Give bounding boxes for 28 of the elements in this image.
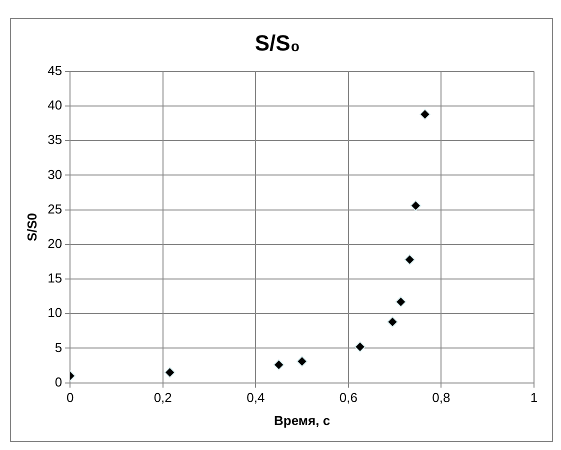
y-tick-label: 0	[54, 374, 62, 390]
y-tick-label: 10	[48, 305, 62, 320]
chart-title: S/S₀	[254, 30, 300, 56]
y-tick-label: 30	[48, 166, 62, 182]
y-tick-label: 40	[48, 98, 62, 113]
point	[410, 200, 422, 212]
point	[273, 359, 284, 370]
point	[404, 254, 416, 266]
x-tick-label: 0,2	[154, 390, 172, 406]
point	[164, 366, 176, 378]
y-axis-title: S/S0	[24, 213, 40, 242]
x-tick-label: 0	[66, 390, 74, 406]
point	[387, 316, 398, 328]
y-tick-label: 25	[48, 201, 62, 216]
y-tick-label: 45	[48, 62, 62, 78]
y-tick-label: 5	[54, 340, 62, 355]
y-tick-label: 20	[48, 236, 62, 251]
y-tick-label: 15	[48, 270, 62, 286]
point	[419, 108, 430, 120]
x-tick-label: 0,6	[339, 390, 358, 406]
point	[354, 341, 366, 352]
x-tick-label: 0,8	[432, 390, 450, 406]
x-tick-label: 0,4	[246, 390, 265, 406]
point	[296, 356, 308, 367]
y-tick-label: 35	[48, 132, 62, 148]
point	[395, 296, 406, 308]
x-tick-label: 1	[530, 390, 538, 406]
x-axis-title: Время, с	[274, 412, 330, 428]
